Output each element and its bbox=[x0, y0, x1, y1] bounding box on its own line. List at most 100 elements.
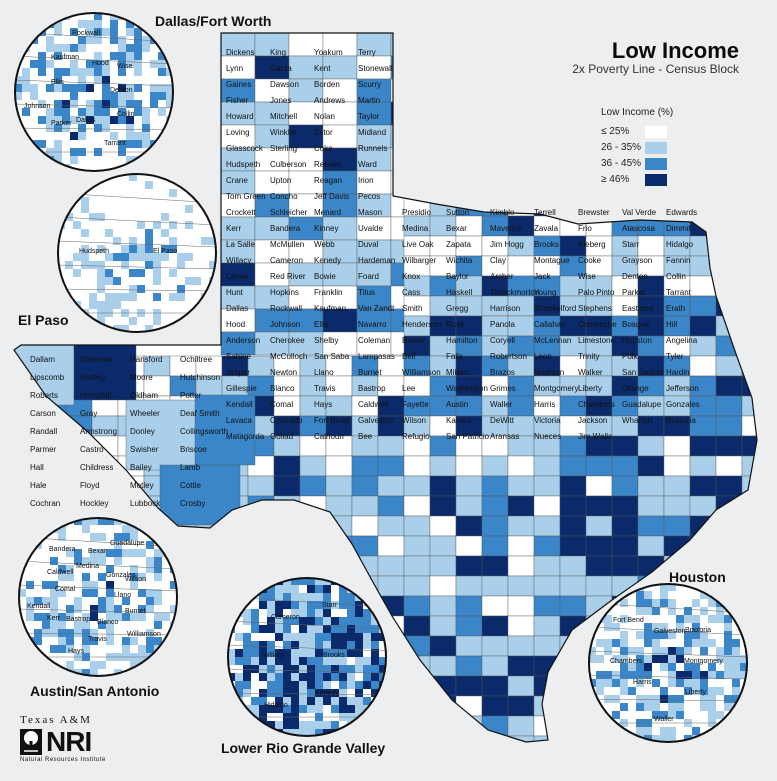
block-cell bbox=[97, 221, 105, 229]
boundary-line bbox=[15, 127, 173, 131]
block-cell bbox=[121, 221, 129, 229]
county-cell bbox=[273, 495, 301, 517]
county-cell bbox=[689, 255, 717, 277]
legend-item-label: 26 - 35% bbox=[601, 142, 642, 153]
county-cell bbox=[351, 555, 379, 577]
block-cell bbox=[660, 607, 668, 615]
block-cell bbox=[106, 629, 114, 637]
block-cell bbox=[46, 164, 54, 171]
block-cell bbox=[692, 647, 700, 655]
block-cell bbox=[201, 237, 209, 245]
county-label: Ector bbox=[314, 128, 333, 137]
county-cell bbox=[637, 535, 665, 557]
county-cell bbox=[741, 215, 757, 237]
block-cell bbox=[363, 641, 371, 649]
block-cell bbox=[589, 663, 596, 671]
block-cell bbox=[161, 293, 169, 301]
block-cell bbox=[604, 639, 612, 647]
block-cell bbox=[596, 663, 604, 671]
block-cell bbox=[259, 625, 267, 633]
block-cell bbox=[355, 689, 363, 697]
block-cell bbox=[78, 52, 86, 60]
county-cell bbox=[689, 235, 717, 257]
block-cell bbox=[126, 60, 134, 68]
block-cell bbox=[620, 703, 628, 711]
block-cell bbox=[379, 641, 386, 649]
block-cell bbox=[138, 621, 146, 629]
block-cell bbox=[676, 735, 684, 742]
block-cell bbox=[118, 116, 126, 124]
block-cell bbox=[331, 681, 339, 689]
block-cell bbox=[142, 13, 150, 20]
block-cell bbox=[34, 549, 42, 557]
block-cell bbox=[42, 613, 50, 621]
block-cell bbox=[150, 44, 158, 52]
block-cell bbox=[339, 609, 347, 617]
block-cell bbox=[243, 665, 251, 673]
block-cell bbox=[379, 665, 386, 673]
block-cell bbox=[129, 253, 137, 261]
block-cell bbox=[323, 721, 331, 729]
county-cell bbox=[429, 655, 457, 677]
block-cell bbox=[323, 665, 331, 673]
block-cell bbox=[102, 13, 110, 20]
county-label: Kaufman bbox=[314, 304, 347, 313]
block-cell bbox=[185, 293, 193, 301]
block-cell bbox=[74, 557, 82, 565]
block-cell bbox=[150, 108, 158, 116]
block-cell bbox=[291, 609, 299, 617]
block-cell bbox=[153, 301, 161, 309]
block-cell bbox=[307, 697, 315, 705]
block-cell bbox=[315, 625, 323, 633]
county-label: Kenedy bbox=[314, 256, 342, 265]
block-cell bbox=[118, 52, 126, 60]
county-cell bbox=[221, 555, 249, 577]
county-label: Irion bbox=[358, 176, 374, 185]
block-cell bbox=[235, 585, 243, 593]
block-cell bbox=[267, 641, 275, 649]
block-cell bbox=[283, 641, 291, 649]
block-cell bbox=[118, 108, 126, 116]
block-cell bbox=[137, 293, 145, 301]
county-cell bbox=[534, 756, 560, 776]
block-cell bbox=[684, 663, 692, 671]
county-cell bbox=[73, 344, 137, 401]
block-cell bbox=[692, 639, 700, 647]
block-cell bbox=[58, 557, 66, 565]
block-cell bbox=[371, 601, 379, 609]
block-cell bbox=[154, 581, 162, 589]
block-cell bbox=[102, 100, 110, 108]
block-cell bbox=[130, 613, 138, 621]
block-cell bbox=[251, 578, 259, 585]
block-cell bbox=[259, 665, 267, 673]
block-cell bbox=[732, 599, 740, 607]
block-cell bbox=[724, 679, 732, 687]
block-cell bbox=[81, 277, 89, 285]
block-cell bbox=[129, 174, 137, 181]
block-cell bbox=[30, 52, 38, 60]
block-cell bbox=[54, 108, 62, 116]
block-cell bbox=[604, 727, 612, 735]
block-cell bbox=[652, 679, 660, 687]
county-label: Oldham bbox=[130, 391, 159, 400]
block-cell bbox=[283, 705, 291, 713]
county-label: Terrell bbox=[534, 208, 556, 217]
block-cell bbox=[323, 585, 331, 593]
block-cell bbox=[228, 689, 235, 697]
block-cell bbox=[58, 285, 65, 293]
block-cell bbox=[283, 609, 291, 617]
block-cell bbox=[291, 601, 299, 609]
block-cell bbox=[86, 84, 94, 92]
block-cell bbox=[660, 663, 668, 671]
block-cell bbox=[106, 645, 114, 653]
county-label: Nolan bbox=[314, 112, 335, 121]
county-cell bbox=[507, 475, 535, 497]
block-cell bbox=[636, 671, 644, 679]
block-cell bbox=[70, 20, 78, 28]
block-cell bbox=[58, 581, 66, 589]
block-cell bbox=[283, 585, 291, 593]
block-cell bbox=[126, 68, 134, 76]
block-cell bbox=[732, 639, 740, 647]
block-cell bbox=[138, 645, 146, 653]
block-cell bbox=[86, 52, 94, 60]
